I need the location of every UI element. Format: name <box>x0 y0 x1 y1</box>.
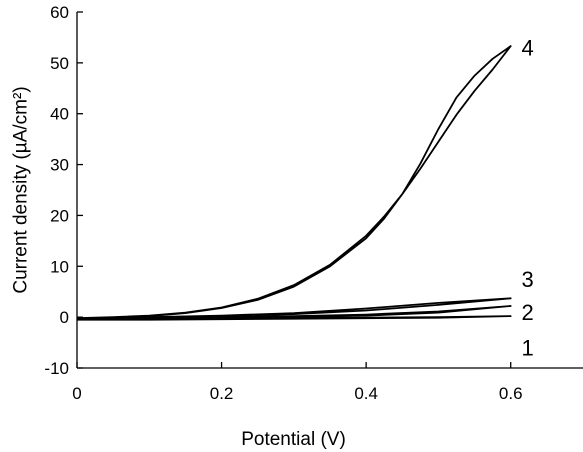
curve-label-1: 1 <box>522 336 534 361</box>
x-axis: 0 0.2 0.4 0.6 <box>72 362 583 403</box>
y-axis-title: Current density (µA/cm²) <box>11 86 32 293</box>
x-tick-label: 0.2 <box>210 384 234 403</box>
series-line-2 <box>76 305 512 321</box>
series-line-4 <box>76 45 512 320</box>
y-tick-label: 10 <box>50 257 69 276</box>
x-tick-label: 0.4 <box>354 384 378 403</box>
x-tick-label: 0.6 <box>499 384 523 403</box>
y-tick-label: 30 <box>50 156 69 175</box>
y-axis: -10 0 10 20 30 40 50 60 <box>44 3 83 378</box>
series-line-3 <box>76 297 512 320</box>
curve-label-4: 4 <box>522 36 534 61</box>
y-tick-label: 20 <box>50 206 69 225</box>
y-tick-label: 0 <box>60 308 69 327</box>
y-tick-label: 40 <box>50 105 69 124</box>
y-tick-label: 50 <box>50 54 69 73</box>
y-tick-label: -10 <box>44 359 69 378</box>
curve-label-2: 2 <box>522 300 534 325</box>
curve-labels: 1 2 3 4 <box>522 36 534 361</box>
x-axis-title: Potential (V) <box>241 429 346 450</box>
y-tick-label: 60 <box>50 3 69 22</box>
series-group <box>76 45 512 321</box>
curve-label-3: 3 <box>522 267 534 292</box>
x-tick-label: 0 <box>72 384 81 403</box>
